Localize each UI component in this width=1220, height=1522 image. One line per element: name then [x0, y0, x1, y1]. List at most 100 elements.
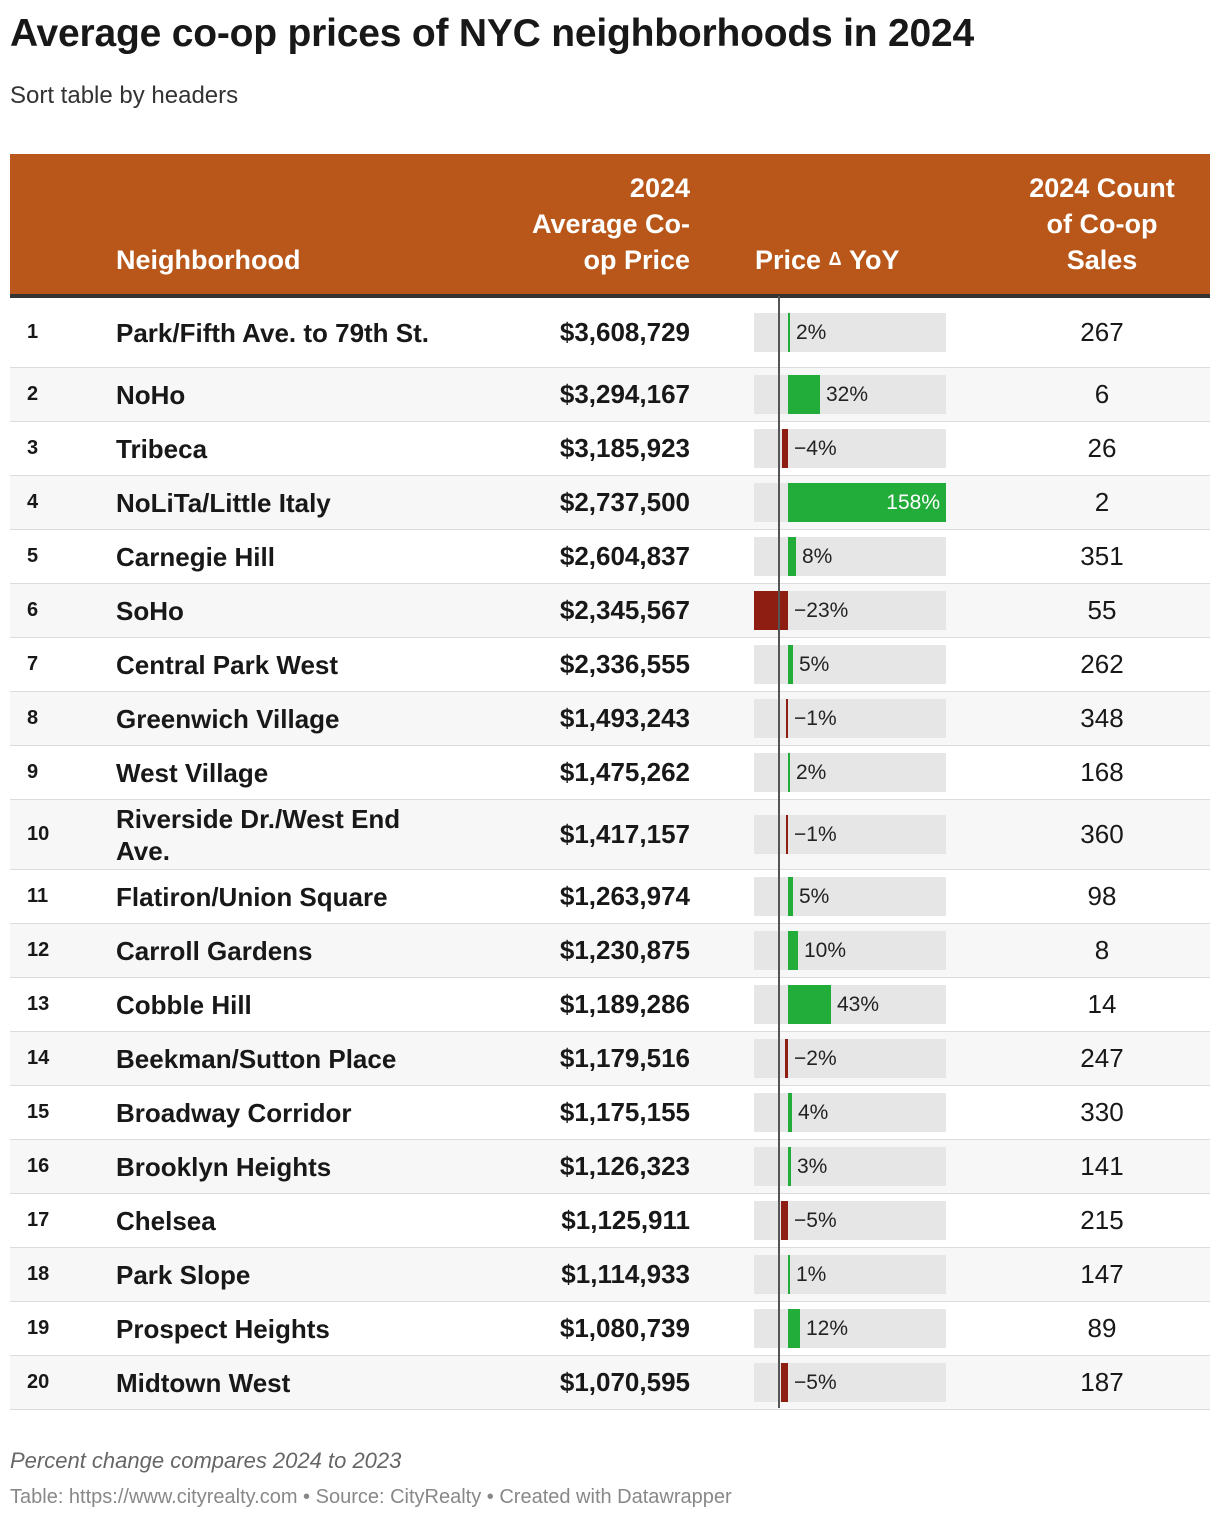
yoy-label: −1%: [794, 822, 837, 846]
price-cell: $3,608,729: [559, 317, 690, 347]
neighborhood-cell: Broadway Corridor: [116, 1097, 352, 1128]
header-count-line2: of Co-op: [1046, 209, 1158, 239]
rank-cell: 18: [27, 1263, 50, 1285]
yoy-bar: [788, 537, 796, 576]
data-table: Neighborhood 2024 Average Co- op Price P…: [10, 154, 1210, 1410]
rank-cell: 13: [27, 993, 50, 1015]
table-row: 20 Midtown West $1,070,595 −5% 187: [10, 1356, 1210, 1410]
table-row: 5 Carnegie Hill $2,604,837 8% 351: [10, 530, 1210, 584]
yoy-bar: [788, 931, 798, 970]
rank-cell: 10: [27, 823, 50, 845]
yoy-bar: [786, 815, 788, 854]
rank-cell: 17: [27, 1209, 50, 1231]
neighborhood-cell: Park/Fifth Ave. to 79th St.: [116, 317, 430, 348]
table-row: 9 West Village $1,475,262 2% 168: [10, 746, 1210, 800]
sales-count-cell: 141: [1080, 1151, 1124, 1181]
footnote: Percent change compares 2024 to 2023: [10, 1448, 402, 1473]
sales-count-cell: 98: [1087, 881, 1117, 911]
neighborhood-cell: NoHo: [116, 379, 186, 410]
yoy-label: 4%: [798, 1100, 829, 1124]
rank-cell: 12: [27, 939, 50, 961]
header-sales-count[interactable]: 2024 Count of Co-op Sales: [1012, 170, 1192, 278]
sales-count-cell: 55: [1087, 595, 1117, 625]
neighborhood-cell: Tribeca: [116, 433, 208, 464]
neighborhood-cell: West Village: [116, 757, 269, 788]
rank-cell: 2: [27, 383, 39, 405]
yoy-bar: [788, 753, 790, 792]
table-row: 14 Beekman/Sutton Place $1,179,516 −2% 247: [10, 1032, 1210, 1086]
header-neighborhood[interactable]: Neighborhood: [116, 242, 300, 278]
neighborhood-cell: Chelsea: [116, 1205, 216, 1236]
yoy-bar: [788, 1309, 800, 1348]
yoy-bar-track: 10%: [754, 931, 946, 970]
table-row: 13 Cobble Hill $1,189,286 43% 14: [10, 978, 1210, 1032]
yoy-label: 2%: [796, 760, 827, 784]
header-price-yoy[interactable]: Price Δ YoY: [755, 241, 900, 278]
table-row: 2 NoHo $3,294,167 32% 6: [10, 368, 1210, 422]
yoy-bar: [788, 877, 793, 916]
price-cell: $1,230,875: [559, 935, 690, 965]
price-cell: $2,737,500: [559, 487, 690, 517]
yoy-label: −1%: [794, 706, 837, 730]
yoy-bar-track: −4%: [754, 429, 946, 468]
price-cell: $1,126,323: [559, 1151, 690, 1181]
yoy-label: 12%: [806, 1316, 849, 1340]
neighborhood-cell: Cobble Hill: [116, 989, 252, 1020]
header-count-line1: 2024 Count: [1029, 173, 1175, 203]
table-row: 19 Prospect Heights $1,080,739 12% 89: [10, 1302, 1210, 1356]
yoy-bar: [780, 1201, 788, 1240]
sales-count-cell: 187: [1080, 1367, 1124, 1397]
sales-count-cell: 262: [1080, 649, 1124, 679]
price-cell: $1,070,595: [559, 1367, 690, 1397]
price-cell: $1,125,911: [561, 1205, 690, 1235]
rank-cell: 3: [27, 437, 39, 459]
yoy-bar-track: 4%: [754, 1093, 946, 1132]
yoy-label: 8%: [802, 544, 833, 568]
table-row: 10 Riverside Dr./West End Ave. $1,417,157 −…: [10, 800, 1210, 870]
yoy-label: 3%: [797, 1154, 828, 1178]
rank-cell: 15: [27, 1101, 50, 1123]
neighborhood-cell: Beekman/Sutton Place: [116, 1043, 397, 1074]
yoy-label: 5%: [799, 652, 830, 676]
sales-count-cell: 6: [1094, 379, 1110, 409]
price-cell: $1,263,974: [559, 881, 690, 911]
rank-cell: 11: [27, 885, 49, 907]
neighborhood-cell: Central Park West: [116, 649, 339, 680]
header-average-price[interactable]: 2024 Average Co- op Price: [470, 170, 690, 278]
chart-title: Average co-op prices of NYC neighborhood…: [10, 12, 974, 55]
sort-triangle-icon: Δ: [828, 249, 842, 269]
yoy-label: 43%: [837, 992, 880, 1016]
yoy-label: 2%: [796, 320, 827, 344]
neighborhood-cell: Flatiron/Union Square: [116, 881, 388, 912]
table-row: 16 Brooklyn Heights $1,126,323 3% 141: [10, 1140, 1210, 1194]
credit-line: Table: https://www.cityrealty.com • Sour…: [10, 1486, 732, 1508]
yoy-bar-track: 8%: [754, 537, 946, 576]
sales-count-cell: 89: [1087, 1313, 1117, 1343]
yoy-bar-track: −1%: [754, 815, 946, 854]
yoy-bar-track: 5%: [754, 645, 946, 684]
table-body: 1 Park/Fifth Ave. to 79th St. $3,608,729 2%…: [10, 298, 1210, 1410]
rank-cell: 19: [27, 1317, 50, 1339]
yoy-bar-track: −5%: [754, 1363, 946, 1402]
sales-count-cell: 247: [1080, 1043, 1124, 1073]
yoy-label: 1%: [796, 1262, 827, 1286]
yoy-label: −5%: [794, 1370, 837, 1394]
yoy-bar-track: 2%: [754, 313, 946, 352]
yoy-bar: [788, 985, 831, 1024]
yoy-label: 5%: [799, 884, 830, 908]
sales-count-cell: 351: [1080, 541, 1124, 571]
neighborhood-cell: SoHo: [116, 595, 184, 626]
yoy-bar: [754, 591, 788, 630]
price-cell: $1,179,516: [559, 1043, 690, 1073]
yoy-bar-track: 2%: [754, 753, 946, 792]
yoy-bar: [786, 699, 788, 738]
yoy-bar-track: 5%: [754, 877, 946, 916]
price-cell: $2,345,567: [559, 595, 690, 625]
rank-cell: 20: [27, 1371, 50, 1393]
yoy-bar: [788, 1255, 790, 1294]
neighborhood-cell: Greenwich Village: [116, 703, 340, 734]
yoy-bar-track: 32%: [754, 375, 946, 414]
rank-cell: 14: [27, 1047, 50, 1069]
yoy-bar: [788, 313, 790, 352]
price-cell: $3,294,167: [559, 379, 690, 409]
